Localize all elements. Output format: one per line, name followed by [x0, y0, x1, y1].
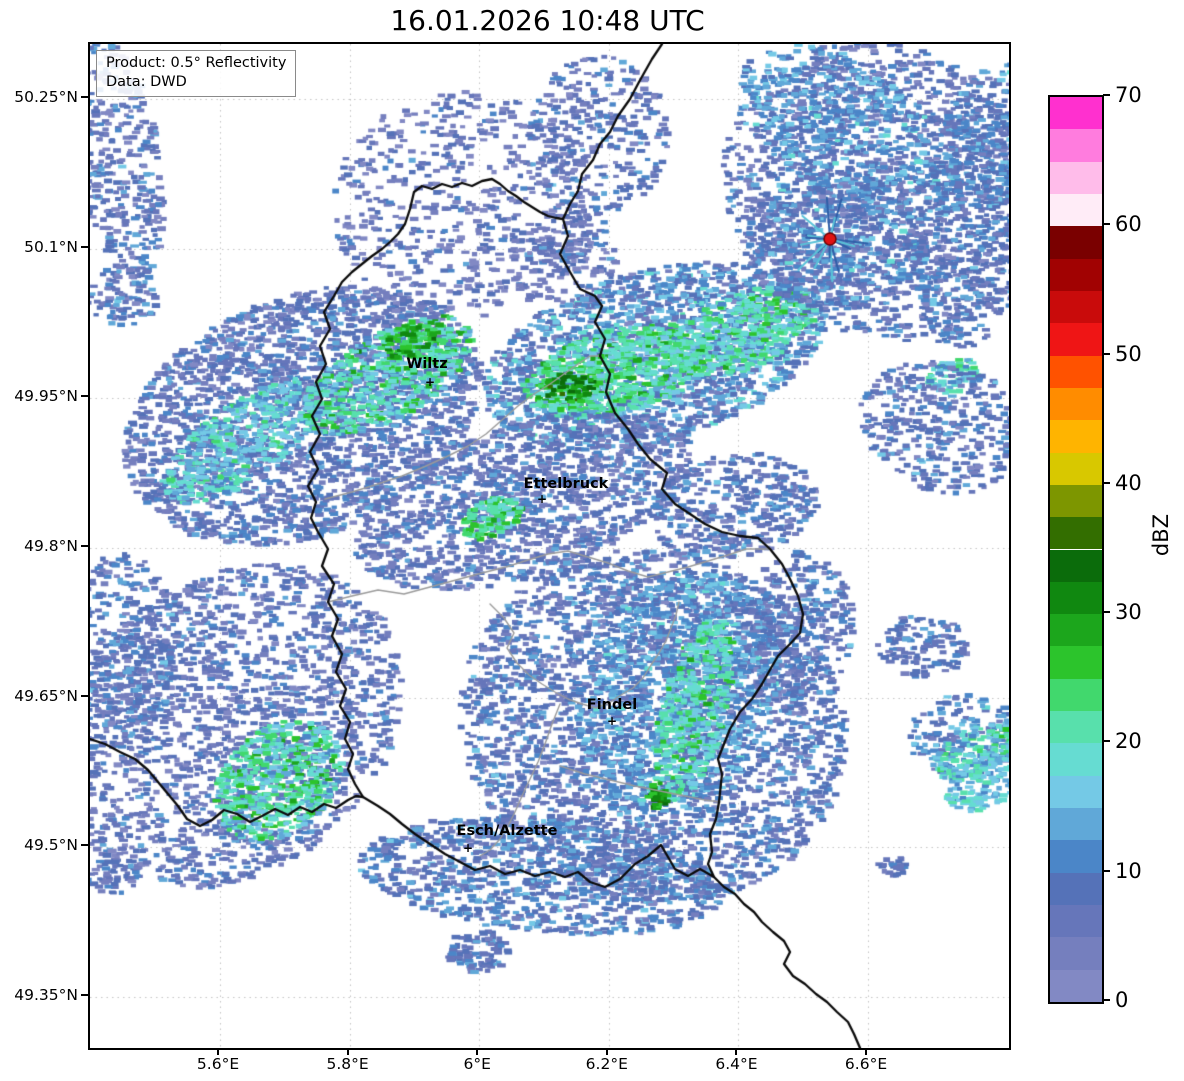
- colorbar-tick-label: 10: [1115, 858, 1142, 883]
- colorbar-segment: [1050, 355, 1102, 388]
- y-axis-tick: [81, 544, 88, 547]
- city-marker: +: [606, 714, 618, 728]
- y-axis-tick-label: 49.5°N: [24, 836, 78, 855]
- x-axis-tick: [605, 1048, 608, 1055]
- y-axis-tick-label: 50.1°N: [24, 237, 78, 256]
- colorbar-segment: [1050, 452, 1102, 485]
- x-axis-tick-label: 6.2°E: [585, 1055, 628, 1073]
- colorbar-segment: [1050, 937, 1102, 970]
- colorbar-segment: [1050, 711, 1102, 744]
- product-info-box: Product: 0.5° Reflectivity Data: DWD: [96, 50, 297, 98]
- x-axis-tick-label: 6.4°E: [715, 1055, 758, 1073]
- y-axis-tick: [81, 993, 88, 996]
- colorbar-segment: [1050, 808, 1102, 841]
- y-axis-tick: [81, 96, 88, 99]
- colorbar-tick: [1103, 740, 1110, 743]
- colorbar-segment: [1050, 484, 1102, 518]
- colorbar-tick: [1103, 94, 1110, 96]
- colorbar-segment: [1050, 226, 1102, 259]
- city-marker: +: [462, 841, 474, 855]
- colorbar-segment: [1050, 614, 1102, 647]
- colorbar-segment: [1050, 129, 1102, 162]
- product-info-line: Product: 0.5° Reflectivity: [106, 55, 287, 71]
- colorbar-segment: [1050, 743, 1102, 776]
- colorbar-tick: [1103, 999, 1110, 1001]
- colorbar-tick-label: 60: [1115, 212, 1142, 237]
- colorbar-tick: [1103, 352, 1110, 355]
- colorbar-segment: [1050, 323, 1102, 356]
- colorbar-segment: [1050, 290, 1102, 324]
- colorbar-tick: [1103, 481, 1110, 484]
- colorbar-tick: [1103, 869, 1110, 872]
- colorbar-tick: [1103, 611, 1110, 614]
- y-axis-tick-label: 50.25°N: [14, 88, 78, 107]
- city-marker: +: [424, 375, 436, 389]
- colorbar-tick-label: 40: [1115, 470, 1142, 495]
- y-axis-tick-label: 49.35°N: [14, 985, 78, 1004]
- x-axis-tick: [865, 1048, 868, 1055]
- y-axis-tick: [81, 245, 88, 248]
- radar-map-canvas: [90, 44, 1009, 1048]
- map-plot-area: Product: 0.5° Reflectivity Data: DWD + Wi…: [88, 42, 1011, 1050]
- colorbar-segment: [1050, 97, 1102, 130]
- colorbar-tick-label: 30: [1115, 600, 1142, 625]
- city-marker: +: [536, 492, 548, 506]
- city-label: Ettelbruck: [523, 476, 609, 492]
- colorbar-tick-label: 0: [1115, 988, 1129, 1012]
- colorbar-tick-label: 20: [1115, 729, 1142, 754]
- colorbar-segment: [1050, 420, 1102, 453]
- x-axis-tick-label: 5.6°E: [196, 1055, 240, 1073]
- x-axis-tick-label: 6.6°E: [844, 1055, 888, 1073]
- colorbar-tick-label: 70: [1115, 83, 1142, 107]
- colorbar-tick: [1103, 223, 1110, 226]
- colorbar-unit-label: dBZ: [1149, 514, 1173, 557]
- colorbar-segment: [1050, 678, 1102, 712]
- city-label: Wiltz: [406, 356, 448, 372]
- colorbar-segment: [1050, 646, 1102, 679]
- x-axis-tick: [476, 1048, 479, 1055]
- colorbar-segment: [1050, 387, 1102, 421]
- colorbar-segment: [1050, 581, 1102, 615]
- city-label: Esch/Alzette: [456, 823, 558, 839]
- colorbar-segment: [1050, 193, 1102, 227]
- colorbar-segment: [1050, 775, 1102, 809]
- x-axis-tick: [217, 1048, 220, 1055]
- y-axis-tick: [81, 395, 88, 398]
- y-axis-tick-label: 49.8°N: [24, 536, 78, 555]
- y-axis-tick-label: 49.65°N: [14, 686, 78, 705]
- figure-title: 16.01.2026 10:48 UTC: [390, 4, 705, 37]
- colorbar-segment: [1050, 905, 1102, 938]
- colorbar-segment: [1050, 872, 1102, 906]
- x-axis-tick: [346, 1048, 349, 1055]
- city-label: Findel: [586, 697, 638, 713]
- colorbar-segment: [1050, 549, 1102, 582]
- y-axis-tick: [81, 844, 88, 847]
- colorbar-tick-label: 50: [1115, 341, 1142, 366]
- x-axis-tick: [735, 1048, 738, 1055]
- x-axis-tick-label: 5.8°E: [326, 1055, 369, 1073]
- colorbar-segment: [1050, 517, 1102, 550]
- data-source-line: Data: DWD: [106, 74, 187, 91]
- colorbar: [1048, 95, 1104, 1004]
- x-axis-tick-label: 6°E: [463, 1055, 491, 1073]
- colorbar-segment: [1050, 161, 1102, 194]
- colorbar-segment: [1050, 258, 1102, 291]
- y-axis-tick: [81, 694, 88, 697]
- colorbar-segment: [1050, 840, 1102, 873]
- colorbar-segment: [1050, 969, 1102, 1002]
- y-axis-tick-label: 49.95°N: [14, 387, 78, 406]
